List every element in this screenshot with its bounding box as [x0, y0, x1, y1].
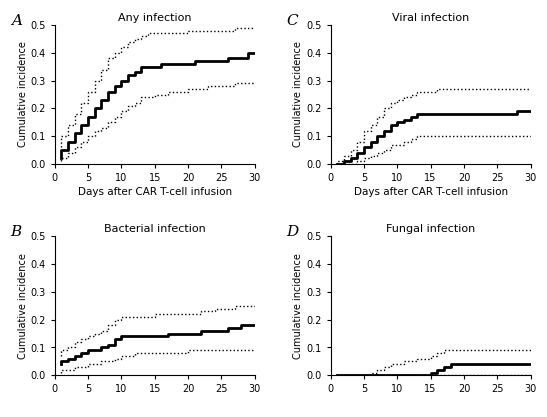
Title: Fungal infection: Fungal infection	[386, 224, 475, 234]
Y-axis label: Cumulative incidence: Cumulative incidence	[18, 253, 27, 359]
X-axis label: Days after CAR T-cell infusion: Days after CAR T-cell infusion	[353, 187, 508, 197]
Y-axis label: Cumulative incidence: Cumulative incidence	[18, 42, 27, 148]
Text: B: B	[11, 225, 22, 239]
Title: Viral infection: Viral infection	[392, 13, 469, 23]
Text: C: C	[287, 14, 298, 28]
Text: A: A	[11, 14, 22, 28]
Y-axis label: Cumulative incidence: Cumulative incidence	[293, 253, 304, 359]
Y-axis label: Cumulative incidence: Cumulative incidence	[293, 42, 304, 148]
Title: Bacterial infection: Bacterial infection	[104, 224, 206, 234]
Title: Any infection: Any infection	[118, 13, 191, 23]
Text: D: D	[287, 225, 299, 239]
X-axis label: Days after CAR T-cell infusion: Days after CAR T-cell infusion	[78, 187, 232, 197]
